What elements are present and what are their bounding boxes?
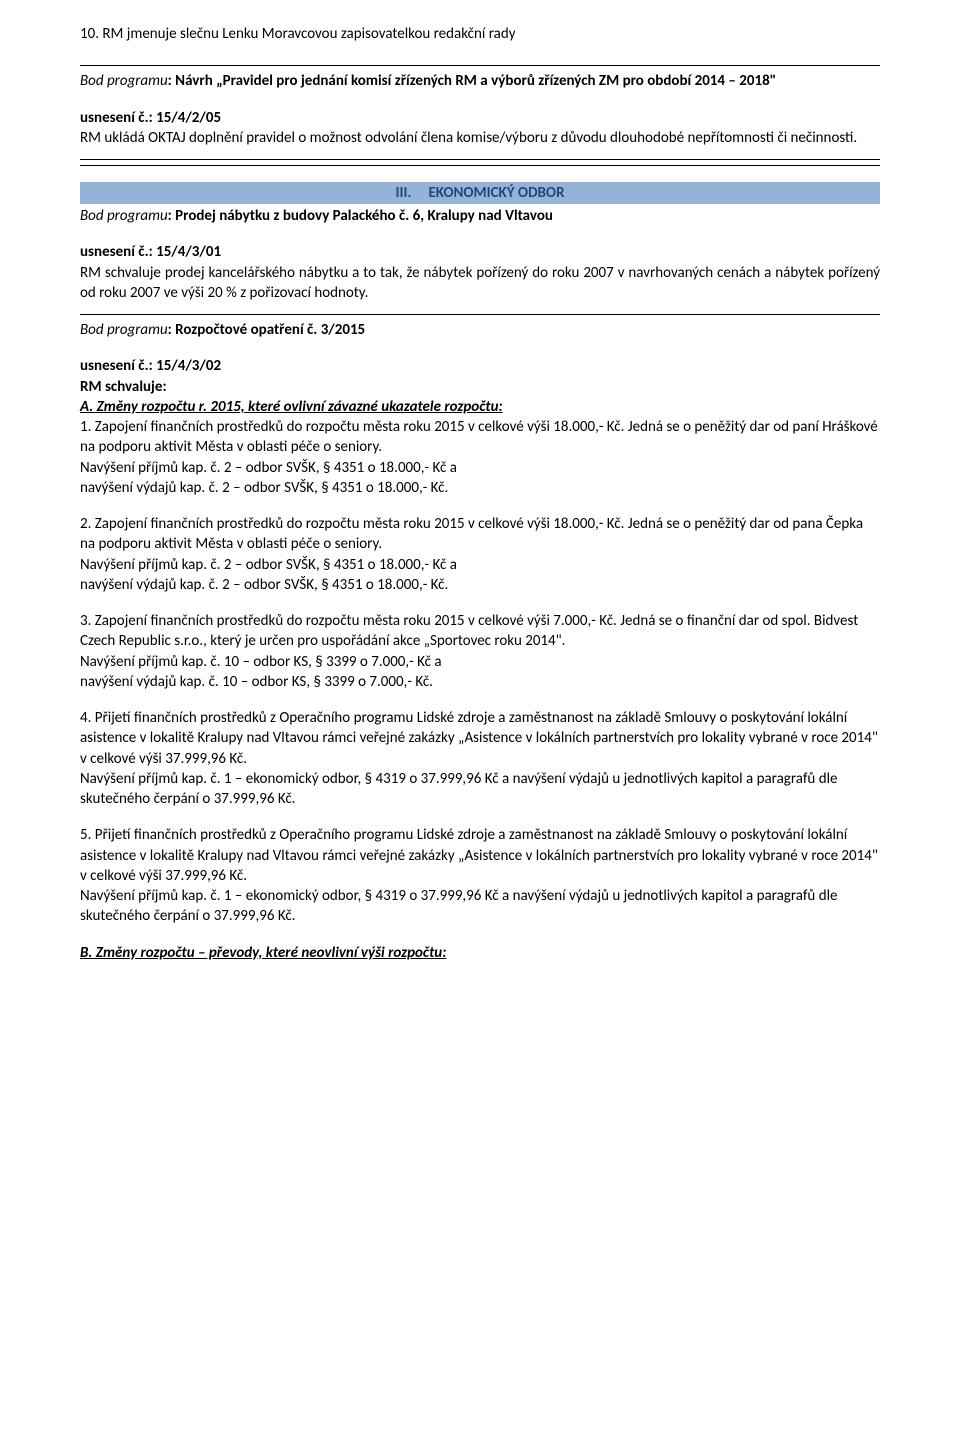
budget-item-4-b: Navýšení příjmů kap. č. 1 – ekonomický o…	[80, 769, 880, 810]
usneseni-label-1: usnesení č.: 15/4/2/05	[80, 108, 880, 128]
bod-label: Bod programu	[80, 321, 168, 339]
divider	[80, 314, 880, 315]
divider	[80, 165, 880, 166]
budget-item-5-a: 5. Přijetí finančních prostředků z Opera…	[80, 825, 880, 886]
budget-item-3-c: navýšení výdajů kap. č. 10 – odbor KS, §…	[80, 672, 880, 692]
section-num: III.	[395, 184, 411, 202]
budget-item-4-a: 4. Přijetí finančních prostředků z Opera…	[80, 708, 880, 769]
budget-item-1-b: Navýšení příjmů kap. č. 2 – odbor SVŠK, …	[80, 458, 880, 478]
bod-label: Bod programu	[80, 207, 168, 225]
usneseni-text-2: RM schvaluje prodej kancelářského nábytk…	[80, 263, 880, 304]
budget-item-1-a: 1. Zapojení finančních prostředků do roz…	[80, 417, 880, 458]
rm-schvaluje: RM schvaluje:	[80, 377, 880, 397]
section-a-title: A. Změny rozpočtu r. 2015, které ovlivní…	[80, 397, 880, 417]
bod-text: : Návrh „Pravidel pro jednání komisí zří…	[168, 72, 777, 90]
bod-programu-2: Bod programu: Prodej nábytku z budovy Pa…	[80, 206, 880, 226]
usneseni-label-3: usnesení č.: 15/4/3/02	[80, 356, 880, 376]
budget-item-5-b: Navýšení příjmů kap. č. 1 – ekonomický o…	[80, 886, 880, 927]
divider	[80, 65, 880, 66]
budget-item-2-a: 2. Zapojení finančních prostředků do roz…	[80, 514, 880, 555]
budget-item-2-c: navýšení výdajů kap. č. 2 – odbor SVŠK, …	[80, 575, 880, 595]
divider	[80, 159, 880, 160]
section-title: EKONOMICKÝ ODBOR	[428, 184, 564, 202]
section-b-title: B. Změny rozpočtu – převody, které neovl…	[80, 943, 880, 963]
bod-programu-1: Bod programu: Návrh „Pravidel pro jednán…	[80, 71, 880, 91]
bod-text: : Prodej nábytku z budovy Palackého č. 6…	[168, 207, 553, 225]
usneseni-text-1: RM ukládá OKTAJ doplnění pravidel o možn…	[80, 128, 880, 148]
budget-item-1-c: navýšení výdajů kap. č. 2 – odbor SVŠK, …	[80, 478, 880, 498]
budget-item-3-b: Navýšení příjmů kap. č. 10 – odbor KS, §…	[80, 652, 880, 672]
bod-programu-3: Bod programu: Rozpočtové opatření č. 3/2…	[80, 320, 880, 340]
bod-text: : Rozpočtové opatření č. 3/2015	[168, 321, 366, 339]
budget-item-2-b: Navýšení příjmů kap. č. 2 – odbor SVŠK, …	[80, 555, 880, 575]
list-item-10: 10. RM jmenuje slečnu Lenku Moravcovou z…	[80, 24, 880, 44]
bod-label: Bod programu	[80, 72, 168, 90]
document-page: 10. RM jmenuje slečnu Lenku Moravcovou z…	[0, 0, 960, 1003]
usneseni-label-2: usnesení č.: 15/4/3/01	[80, 242, 880, 262]
budget-item-3-a: 3. Zapojení finančních prostředků do roz…	[80, 611, 880, 652]
section-header: III. EKONOMICKÝ ODBOR	[80, 182, 880, 204]
